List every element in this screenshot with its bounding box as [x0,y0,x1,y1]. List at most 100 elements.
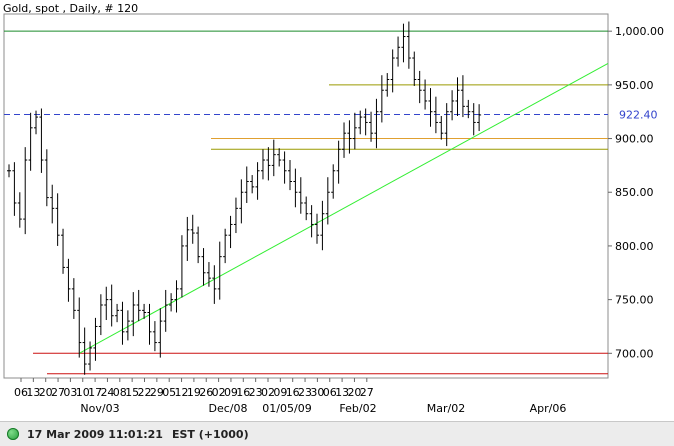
price-bar [23,147,28,235]
x-tick-label: 13 [335,386,349,399]
price-bar [44,149,49,207]
x-tick-label: 27 [360,386,374,399]
price-bar [450,90,455,121]
x-tick-label: 15 [125,386,139,399]
x-month-label: Apr/06 [530,402,567,415]
price-bar [428,88,433,127]
price-bar [342,122,347,158]
price-bar [293,168,298,208]
price-bar [358,110,363,135]
price-bar [93,317,98,361]
price-bar [66,258,71,302]
x-tick-label: 23 [249,386,263,399]
x-tick-label: 19 [187,386,201,399]
y-tick-label: 1,000.00 [615,25,664,38]
price-bar [136,289,141,322]
price-bar [390,49,395,93]
x-tick-label: 06 [323,386,337,399]
price-bar [39,108,44,173]
price-bar [412,51,417,86]
price-bar [455,77,460,117]
price-bar [169,293,174,312]
x-tick-label: 17 [88,386,102,399]
y-tick-label: 900.00 [615,133,654,146]
price-bar [369,111,374,142]
price-bar [152,321,157,352]
x-tick-label: 20 [347,386,361,399]
status-timestamp: 17 Mar 2009 11:01:21 [27,427,163,441]
x-tick-label: 09 [224,386,238,399]
x-tick-label: 26 [199,386,213,399]
price-bar [147,303,152,345]
x-month-label: Feb/02 [339,402,376,415]
price-bar [179,235,184,298]
price-bar [374,98,379,149]
price-bar [320,200,325,251]
chart-title: Gold, spot , Daily, # 120 [3,2,138,15]
price-bar [385,73,390,97]
x-tick-label: 30 [310,386,324,399]
price-bar [287,160,292,191]
price-bar [82,327,87,375]
x-tick-label: 10 [76,386,90,399]
price-bar [77,297,82,358]
x-month-label: Nov/03 [80,402,119,415]
price-bar [282,151,287,184]
price-bar [55,193,60,246]
price-bar [477,104,482,132]
price-bar [190,214,195,244]
price-bar [12,162,17,216]
price-bar [325,177,330,225]
price-bar [304,196,309,221]
price-bar [439,116,444,140]
x-tick-label: 02 [261,386,275,399]
price-bar [34,110,39,135]
x-tick-label: 16 [236,386,250,399]
price-bar [98,294,103,336]
price-bar [250,175,255,194]
x-tick-label: 12 [175,386,189,399]
price-bar [466,99,471,119]
x-axis: 0613202703101724081522290512192602091623… [14,378,566,415]
price-bar [315,213,320,244]
price-bar [433,96,438,134]
x-tick-label: 13 [26,386,40,399]
price-bar [217,241,222,300]
price-bar [125,310,130,341]
price-bar [401,23,406,63]
x-tick-label: 20 [39,386,53,399]
price-bar [336,140,341,184]
gold-price-chart: Gold, spot , Daily, # 120 700.00 750.00 80… [3,2,664,415]
x-tick-label: 02 [212,386,226,399]
price-bar [196,226,201,264]
horizontal-lines [4,30,608,375]
x-tick-label: 06 [14,386,28,399]
price-bar [417,70,422,104]
y-tick-label: 800.00 [615,240,654,253]
x-tick-label: 29 [150,386,164,399]
price-bar [174,280,179,313]
price-bar [244,166,249,203]
connection-status-icon [7,428,19,440]
y-tick-label: 750.00 [615,294,654,307]
price-bar [131,292,136,337]
price-bar [212,265,217,304]
price-bar [120,301,125,345]
price-bars [7,21,482,375]
price-bar [61,228,66,274]
price-bar [406,21,411,69]
price-bar [239,179,244,224]
x-month-label: 01/05/09 [262,402,311,415]
x-tick-label: 03 [63,386,77,399]
x-month-label: Dec/08 [209,402,248,415]
price-bar [471,103,476,136]
price-bar [260,149,265,180]
price-bar [109,284,114,327]
status-timezone: EST (+1000) [171,427,249,441]
price-bar [255,162,260,200]
x-tick-label: 05 [162,386,176,399]
x-tick-label: 16 [286,386,300,399]
x-tick-label: 23 [298,386,312,399]
price-bar [7,164,11,178]
price-bar [50,184,55,224]
